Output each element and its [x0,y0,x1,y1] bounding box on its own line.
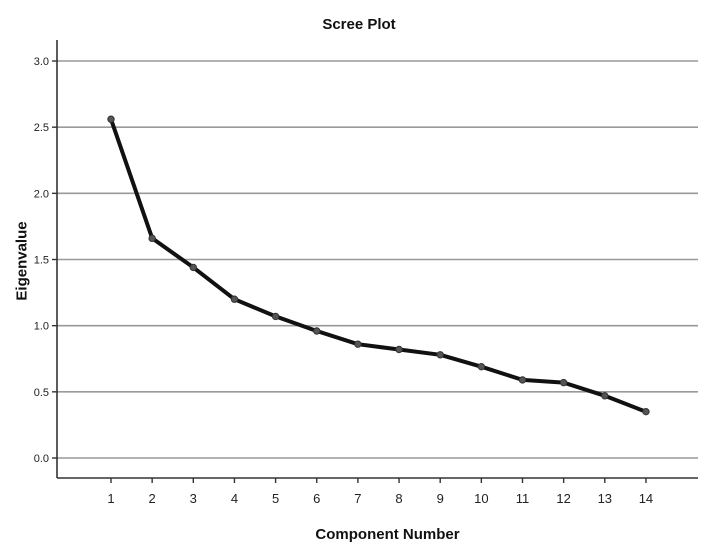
x-tick-label: 11 [516,491,530,506]
x-tick-label: 4 [231,491,238,506]
series-line [109,117,648,414]
x-tick-label: 6 [313,491,320,506]
data-point [518,376,527,384]
x-tick-label: 2 [149,491,156,506]
y-axis-label: Eigenvalue [13,221,31,301]
x-tick-label: 1 [107,491,114,506]
x-axis-label: Component Number [315,526,460,543]
data-point [271,312,280,321]
data-point [642,407,650,416]
y-tick-label: 2.5 [34,122,49,134]
data-point [313,327,321,335]
x-tick-label: 10 [474,491,488,506]
y-tick-label: 1.0 [34,321,49,333]
data-point [148,234,156,243]
x-tick-label: 14 [639,491,653,506]
data-point [189,263,198,272]
y-tick-label: 3.0 [34,56,49,68]
x-tick-label: 7 [354,491,361,506]
data-point [107,115,115,123]
data-point [436,351,444,359]
x-tick-label: 8 [395,491,402,506]
x-tick-label: 12 [556,491,570,506]
data-point [559,378,568,387]
y-tick-label: 2.0 [34,188,49,200]
y-tick-label: 0.0 [34,453,49,465]
data-point [601,392,609,400]
x-tick-label: 5 [272,491,279,506]
x-tick-label: 3 [190,491,197,506]
data-point [477,362,486,371]
x-tick-label: 13 [598,491,612,506]
data-point [230,295,239,303]
x-tick-label: 9 [437,491,444,506]
y-tick-label: 0.5 [34,387,49,399]
y-tick-label: 1.5 [34,255,49,267]
data-point [354,340,362,348]
chart-title: Scree Plot [322,16,396,33]
data-point [395,345,403,354]
